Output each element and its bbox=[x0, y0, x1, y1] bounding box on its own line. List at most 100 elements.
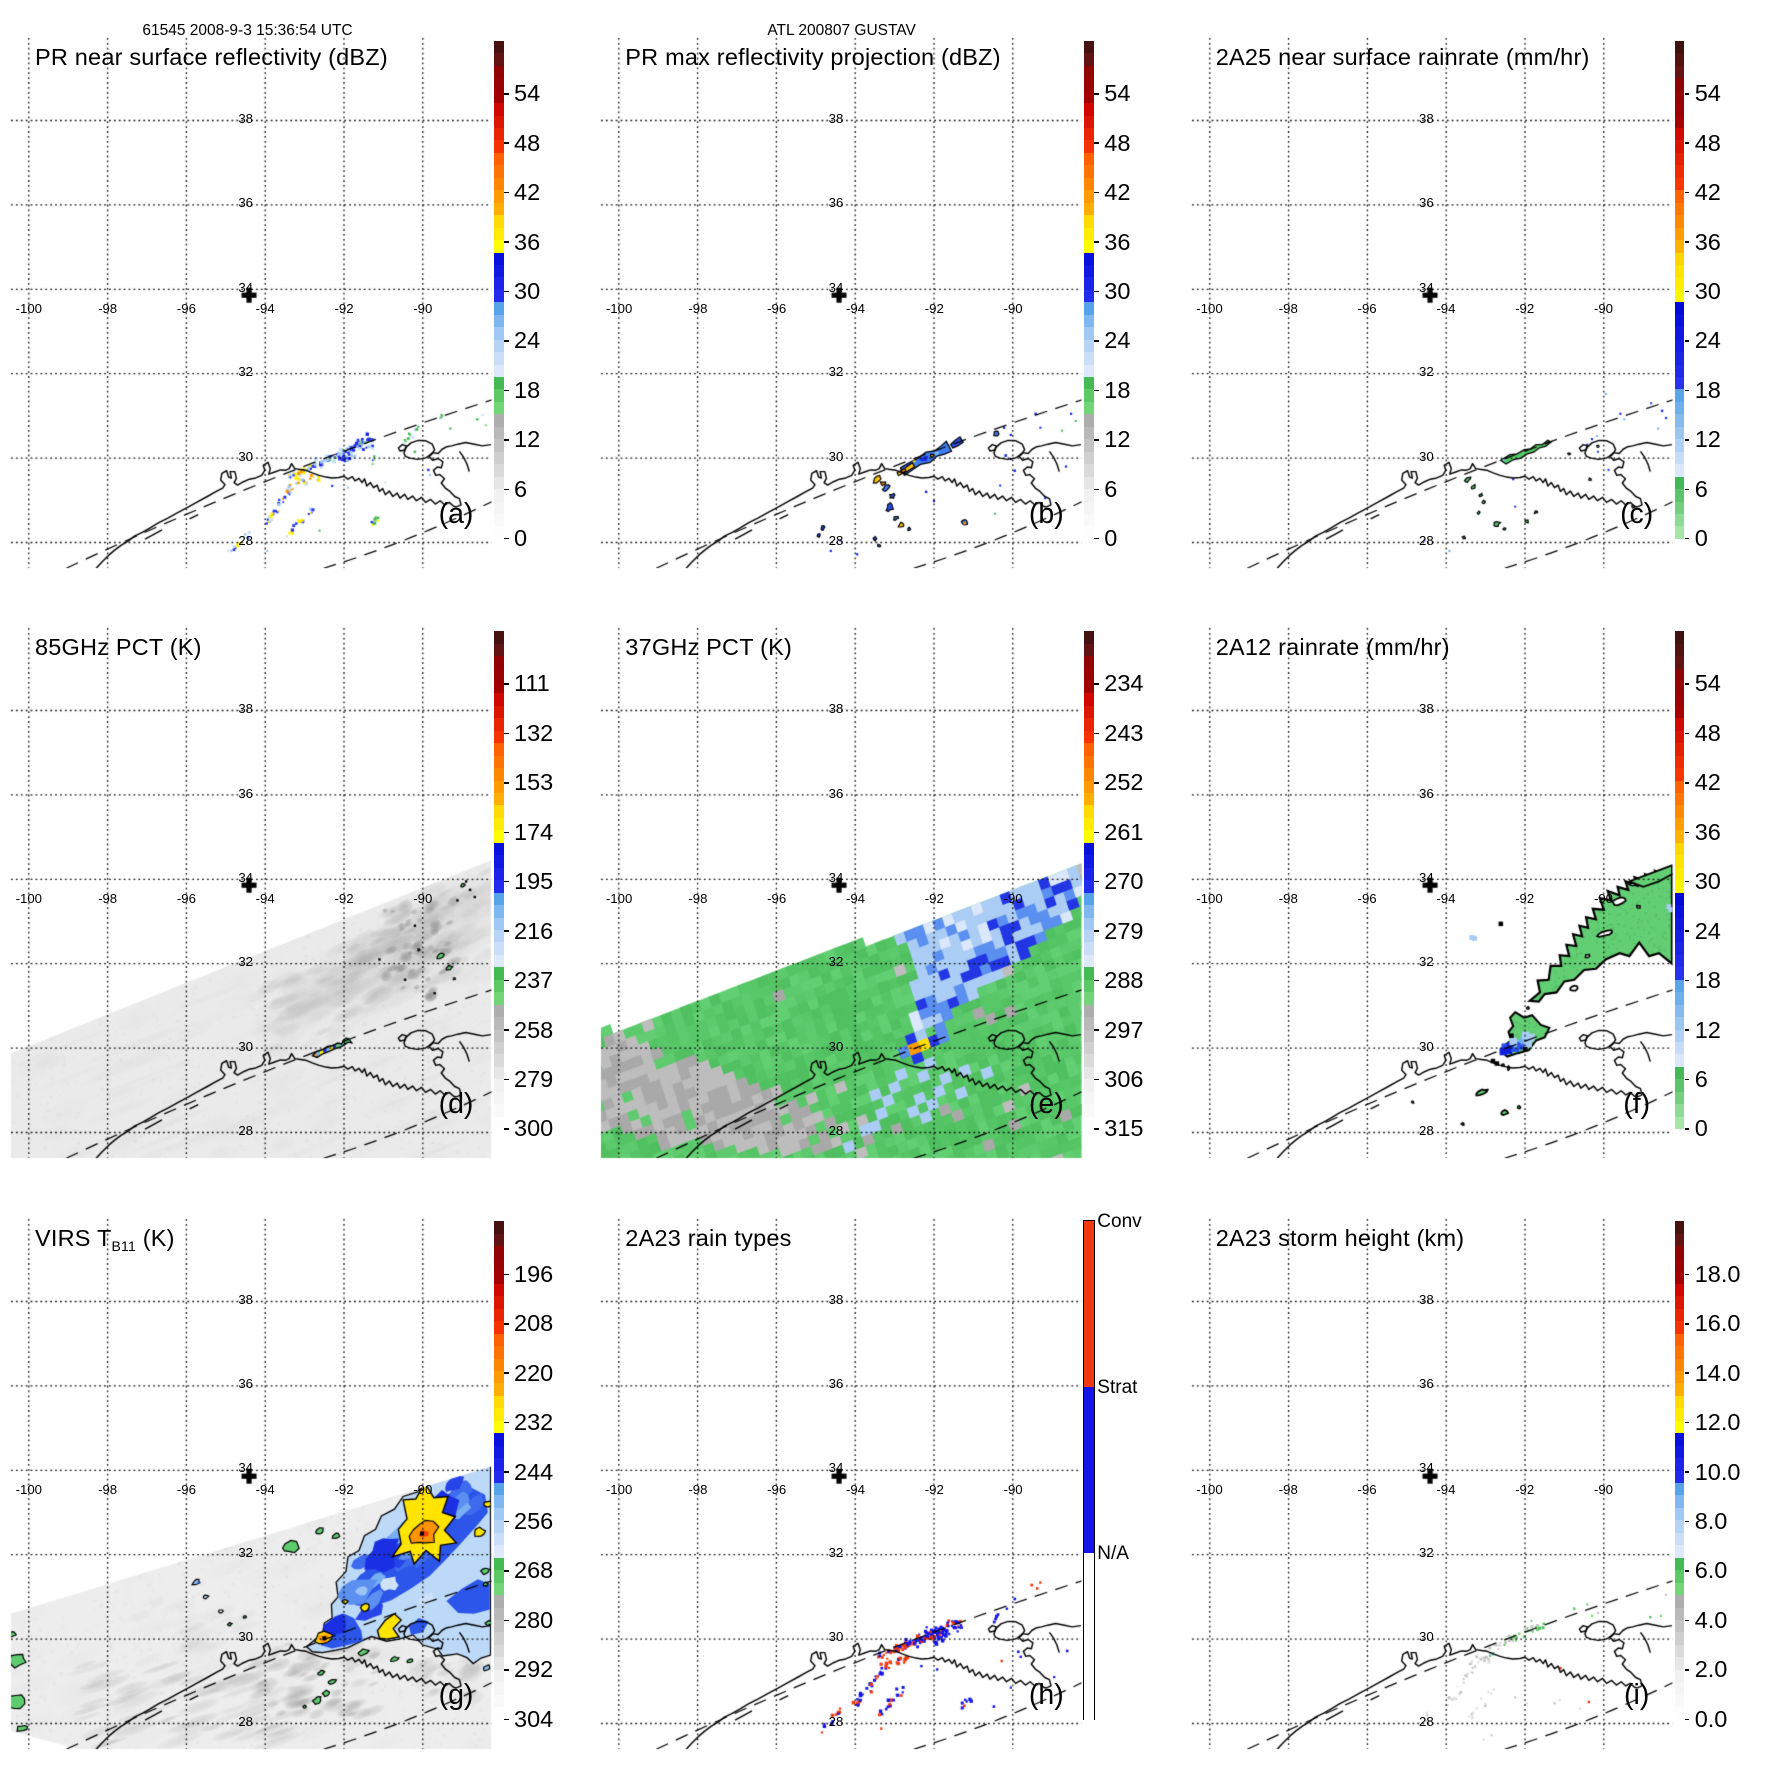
colorbar-strip bbox=[494, 90, 504, 104]
colorbar-strip bbox=[494, 326, 504, 340]
colorbar-strip bbox=[494, 854, 504, 868]
colorbar-strip bbox=[494, 214, 504, 228]
colorbar-strip bbox=[494, 1004, 504, 1018]
colorbar-strip bbox=[1084, 165, 1094, 178]
lon-tick-label: -98 bbox=[688, 891, 708, 907]
colorbar-tick bbox=[1684, 1421, 1690, 1424]
colorbar-label: 6 bbox=[1694, 475, 1708, 502]
colorbar-tick bbox=[504, 1471, 509, 1473]
colorbar-strip bbox=[494, 127, 504, 141]
colorbar-strip bbox=[494, 227, 504, 241]
lat-tick-label: 36 bbox=[1419, 195, 1434, 211]
lon-tick-label: -96 bbox=[767, 891, 787, 907]
colorbar-strip bbox=[494, 1544, 504, 1558]
panel-title-text: VIRS T bbox=[35, 1224, 112, 1251]
colorbar-c bbox=[1674, 40, 1685, 539]
panel-title-text: PR near surface reflectivity (dBZ) bbox=[35, 44, 388, 70]
colorbar-strip bbox=[1674, 239, 1685, 253]
colorbar-strip bbox=[1084, 742, 1094, 756]
colorbar-strip bbox=[494, 1532, 504, 1546]
colorbar-strip bbox=[494, 717, 504, 731]
colorbar-strip bbox=[494, 239, 504, 253]
lon-tick-label: -98 bbox=[688, 301, 708, 316]
colorbar-strip bbox=[494, 165, 504, 178]
colorbar-strip bbox=[1084, 805, 1094, 818]
colorbar-a bbox=[494, 40, 504, 539]
colorbar-tick bbox=[1684, 1718, 1690, 1721]
lat-tick-label: 36 bbox=[238, 785, 253, 801]
panel-letter-a: (a) bbox=[438, 498, 474, 530]
colorbar-strip bbox=[494, 1519, 504, 1533]
colorbar-strip bbox=[1674, 389, 1685, 402]
colorbar-tick bbox=[1094, 290, 1099, 293]
colorbar-tick bbox=[1684, 880, 1690, 883]
colorbar-strip bbox=[1084, 438, 1094, 452]
colorbar-label: 18 bbox=[514, 376, 541, 403]
colorbar-strip bbox=[1674, 1091, 1685, 1105]
lon-tick-label: -96 bbox=[1357, 891, 1377, 907]
colorbar-tick bbox=[1094, 142, 1099, 144]
colorbar-strip bbox=[494, 1308, 504, 1322]
colorbar-strip bbox=[1674, 829, 1685, 843]
colorbar-strip bbox=[494, 742, 504, 756]
colorbar-tick bbox=[1684, 1471, 1690, 1473]
colorbar-strip bbox=[1674, 1246, 1685, 1259]
lat-tick-label: 28 bbox=[828, 1713, 844, 1729]
colorbar-label: 12.0 bbox=[1694, 1409, 1741, 1436]
lon-tick-label: -98 bbox=[1278, 1481, 1298, 1497]
colorbar-label: 216 bbox=[514, 917, 554, 944]
colorbar-strip bbox=[494, 1320, 504, 1334]
colorbar-label: 30 bbox=[1104, 278, 1131, 304]
colorbar-strip bbox=[1674, 314, 1685, 328]
panel-title-text: 37GHz PCT (K) bbox=[625, 634, 792, 661]
colorbar-strip bbox=[1674, 1681, 1685, 1695]
colorbar-strip bbox=[1674, 513, 1685, 527]
panel-title-text: 2A23 storm height (km) bbox=[1215, 1224, 1465, 1251]
colorbar-strip bbox=[494, 942, 504, 955]
lon-tick-label: -96 bbox=[176, 301, 196, 316]
colorbar-label: 0 bbox=[1104, 525, 1118, 552]
lat-tick-label: 36 bbox=[1419, 785, 1434, 801]
colorbar-label: 30 bbox=[1694, 278, 1721, 304]
panel-h: 2A23 rain types (h) -100 -98 -96 -94 -92 -90 38 3… bbox=[590, 1180, 1182, 1772]
colorbar-label: Strat bbox=[1097, 1377, 1138, 1399]
colorbar-strip bbox=[1674, 917, 1685, 930]
colorbar-label: 0 bbox=[1694, 525, 1708, 552]
colorbar-strip bbox=[494, 792, 504, 806]
colorbar-strip bbox=[1674, 463, 1685, 477]
colorbar-strip bbox=[494, 1445, 504, 1459]
colorbar-strip bbox=[494, 389, 504, 402]
colorbar-label: 256 bbox=[514, 1508, 554, 1535]
colorbar-strip bbox=[1674, 1669, 1685, 1683]
colorbar-strip bbox=[1674, 401, 1685, 415]
colorbar-strip bbox=[1674, 1258, 1685, 1272]
colorbar-strip bbox=[494, 979, 504, 993]
colorbar-label: 196 bbox=[514, 1260, 554, 1287]
colorbar-strip bbox=[1674, 339, 1685, 353]
colorbar-label: 18 bbox=[1694, 967, 1721, 994]
lon-tick-label: -100 bbox=[15, 891, 42, 907]
map-canvas-g bbox=[0, 1180, 591, 1772]
lat-tick-label: 34 bbox=[1419, 279, 1434, 295]
colorbar-tick bbox=[504, 340, 509, 342]
colorbar-strip bbox=[494, 1470, 504, 1484]
colorbar-strip bbox=[1674, 326, 1685, 340]
map-canvas-a bbox=[0, 0, 591, 591]
colorbar-strip bbox=[1674, 842, 1685, 856]
colorbar-strip bbox=[1084, 979, 1094, 993]
colorbar-strip bbox=[1674, 1295, 1685, 1309]
lon-tick-label: -96 bbox=[176, 1481, 196, 1497]
colorbar-strip bbox=[1674, 1054, 1685, 1067]
colorbar-tick bbox=[504, 1570, 509, 1572]
colorbar-tick bbox=[1094, 241, 1099, 243]
lat-tick-label: 28 bbox=[1419, 1123, 1434, 1139]
colorbar-strip bbox=[1674, 1420, 1685, 1434]
colorbar-label: 261 bbox=[1104, 818, 1144, 845]
colorbar-strip bbox=[1084, 426, 1094, 440]
colorbar-label: 24 bbox=[1694, 327, 1721, 354]
colorbar-strip bbox=[1674, 202, 1685, 216]
colorbar-strip bbox=[1674, 929, 1685, 943]
colorbar-strip bbox=[1674, 426, 1685, 440]
colorbar-strip bbox=[1674, 1519, 1685, 1533]
lat-tick-label: 30 bbox=[238, 1629, 253, 1645]
